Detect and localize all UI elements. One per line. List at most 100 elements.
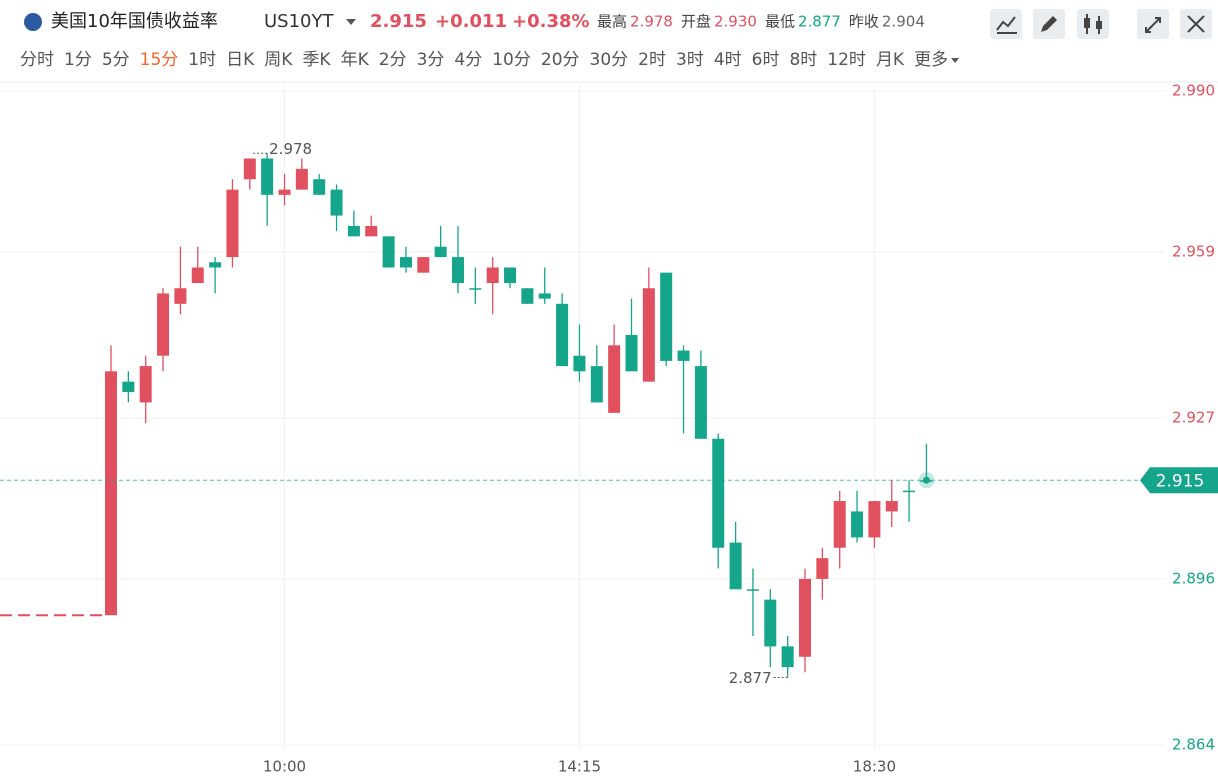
- candle-body: [382, 236, 395, 268]
- interval-tab[interactable]: 4时: [714, 50, 742, 70]
- candle-body: [712, 438, 725, 548]
- candle-body: [157, 293, 170, 356]
- low-label: 2.877: [729, 669, 772, 687]
- candle-body: [677, 350, 690, 361]
- candle-body: [538, 293, 551, 299]
- candle-body: [521, 288, 534, 304]
- candle-body: [868, 501, 881, 538]
- x-tick-label: 10:00: [263, 758, 306, 776]
- high-label: 2.978: [269, 140, 312, 158]
- interval-tab[interactable]: 4分: [454, 50, 482, 70]
- candle-body: [746, 589, 759, 591]
- candle-body: [469, 288, 482, 290]
- interval-tab[interactable]: 月K: [876, 50, 905, 70]
- stat-label: 昨收: [849, 13, 879, 31]
- expand-icon: [1145, 17, 1161, 33]
- stat-value: 2.930: [714, 13, 757, 31]
- stat-label: 最高: [597, 13, 627, 31]
- stat-value: 2.978: [630, 13, 673, 31]
- candle-body: [330, 189, 343, 216]
- interval-tab[interactable]: 3分: [417, 50, 445, 70]
- candle-body: [642, 288, 655, 382]
- candle-body: [365, 225, 378, 237]
- candle-body: [417, 257, 430, 273]
- change: +0.011: [435, 11, 507, 32]
- line-icon: [996, 16, 1017, 34]
- candle-body: [590, 366, 603, 403]
- symbol[interactable]: US10YT: [264, 11, 335, 32]
- candle-body: [139, 366, 152, 403]
- stat-value: 2.877: [798, 13, 841, 31]
- candle-body: [226, 189, 239, 258]
- candle-body: [573, 355, 586, 372]
- candle-body: [174, 288, 187, 304]
- toolbar: [990, 9, 1212, 39]
- interval-tab[interactable]: 1时: [188, 50, 216, 70]
- interval-tab[interactable]: 3时: [676, 50, 704, 70]
- tool-button[interactable]: [1077, 9, 1109, 39]
- candle-body: [660, 272, 673, 361]
- price-tag: [1140, 467, 1218, 494]
- interval-tab[interactable]: 2时: [638, 50, 666, 70]
- interval-tab[interactable]: 分时: [20, 50, 54, 70]
- interval-tab[interactable]: 2分: [379, 50, 407, 70]
- title: 美国10年国债收益率: [51, 11, 218, 32]
- interval-tab[interactable]: 8时: [789, 50, 817, 70]
- stat-label: 开盘: [681, 13, 711, 31]
- candle-body: [885, 501, 898, 512]
- interval-tab[interactable]: 30分: [590, 50, 629, 70]
- candle-icon: [1084, 18, 1090, 28]
- candle-body: [781, 646, 794, 668]
- current-dot: [922, 476, 930, 484]
- interval-tab[interactable]: 15分: [140, 50, 179, 70]
- candle-body: [694, 366, 707, 439]
- candle-body: [764, 599, 777, 647]
- candle-body: [243, 158, 256, 180]
- candle-body: [347, 225, 360, 237]
- more-dropdown: [951, 58, 960, 63]
- stat-value: 2.904: [882, 13, 925, 31]
- candle-body: [729, 542, 742, 590]
- candle-body: [903, 490, 916, 493]
- candle-body: [504, 267, 517, 284]
- y-tick-label: 2.927: [1172, 409, 1215, 427]
- candle-body: [313, 179, 326, 195]
- change-pct: +0.38%: [512, 11, 590, 32]
- candle-body: [625, 334, 638, 372]
- interval-tab[interactable]: 季K: [302, 50, 331, 70]
- candle-icon: [1096, 21, 1102, 29]
- interval-tab[interactable]: 周K: [264, 50, 293, 70]
- close-icon: [1187, 15, 1205, 33]
- candle-body: [278, 189, 291, 195]
- price-tag-label: 2.915: [1156, 471, 1205, 491]
- candle-body: [608, 345, 621, 413]
- interval-tab[interactable]: 更多: [914, 50, 948, 70]
- candle-body: [122, 381, 135, 393]
- candle-body: [105, 371, 117, 616]
- candle-body: [799, 578, 811, 657]
- interval-tab[interactable]: 年K: [341, 50, 370, 70]
- interval-tab[interactable]: 1分: [64, 50, 92, 70]
- candle-body: [261, 158, 274, 195]
- flag-icon: [24, 13, 42, 31]
- y-tick-label: 2.959: [1172, 242, 1215, 260]
- interval-tab[interactable]: 10分: [492, 50, 531, 70]
- candle-body: [816, 558, 829, 579]
- candle-body: [486, 267, 499, 284]
- interval-tab[interactable]: 20分: [541, 50, 580, 70]
- candle-body: [556, 303, 569, 367]
- candle-body: [399, 257, 412, 268]
- stat-label: 最低: [765, 13, 795, 31]
- interval-tab[interactable]: 5分: [102, 50, 130, 70]
- candle-body: [434, 246, 447, 258]
- interval-tab[interactable]: 6时: [752, 50, 780, 70]
- x-tick-label: 14:15: [558, 758, 601, 776]
- pen-icon: [1041, 16, 1057, 32]
- interval-tab[interactable]: 日K: [226, 50, 255, 70]
- candle-body: [833, 501, 846, 548]
- interval-tab[interactable]: 12时: [827, 50, 866, 70]
- y-tick-label: 2.990: [1172, 82, 1215, 100]
- symbol-dropdown[interactable]: [346, 19, 356, 25]
- candle-body: [295, 168, 308, 190]
